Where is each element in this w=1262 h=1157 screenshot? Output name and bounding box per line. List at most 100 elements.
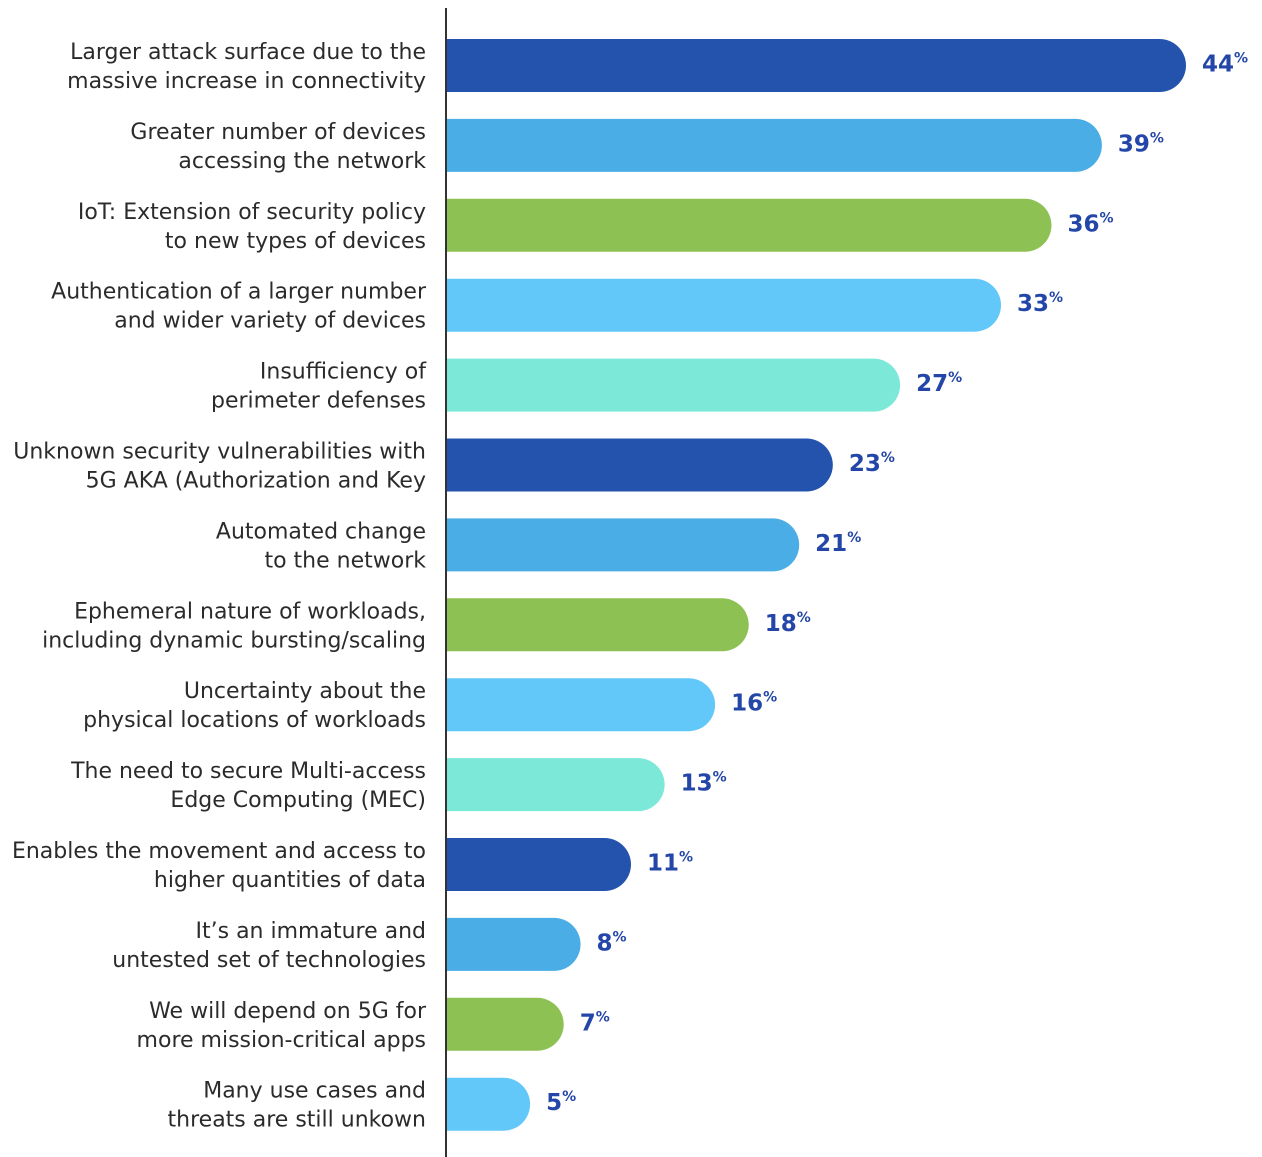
category-label-line: Greater number of devices — [130, 120, 426, 145]
value-label-0: 44% — [1202, 51, 1248, 78]
bar-7 — [446, 598, 749, 652]
value-number: 8 — [597, 930, 613, 956]
category-label-line: The need to secure Multi-access — [70, 759, 426, 784]
category-label-4: Insufficiency of perimeter defenses — [211, 360, 427, 414]
value-label-13: 5% — [546, 1089, 576, 1116]
bar-12 — [446, 997, 564, 1051]
value-label-1: 39% — [1118, 130, 1164, 157]
category-label-3: Authentication of a larger number and wid… — [51, 280, 427, 334]
bars-group — [446, 39, 1186, 1131]
bar-11 — [446, 917, 581, 971]
category-label-9: The need to secure Multi-access Edge Comp… — [70, 759, 426, 813]
bar-13 — [446, 1077, 531, 1131]
category-label-11: It’s an immature and untested set of tech… — [112, 919, 426, 973]
bar-0 — [446, 39, 1186, 92]
category-label-line: Many use cases and — [203, 1079, 426, 1104]
category-label-line: Automated change — [216, 519, 426, 544]
category-label-line: Insufficiency of — [260, 360, 427, 385]
value-percent-sign: % — [713, 770, 727, 786]
value-label-2: 36% — [1067, 210, 1113, 237]
value-percent-sign: % — [948, 370, 962, 386]
category-label-line: threats are still unkown — [168, 1108, 426, 1133]
value-number: 7 — [580, 1010, 596, 1036]
category-label-line: Edge Computing (MEC) — [170, 788, 426, 813]
category-label-line: Enables the movement and access to — [12, 839, 426, 864]
value-percent-sign: % — [679, 850, 693, 866]
bar-2 — [446, 198, 1052, 252]
value-labels-group: 44%39%36%33%27%23%21%18%16%13%11%8%7%5% — [546, 51, 1248, 1117]
bar-5 — [446, 438, 833, 492]
category-label-line: more mission-critical apps — [137, 1028, 426, 1053]
category-label-6: Automated change to the network — [216, 519, 426, 573]
category-label-line: Unknown security vulnerabilities with — [13, 440, 426, 465]
category-label-line: including dynamic bursting/scaling — [42, 628, 426, 653]
value-percent-sign: % — [1234, 51, 1248, 67]
category-label-line: Ephemeral nature of workloads, — [74, 599, 426, 624]
category-labels-group: Larger attack surface due to the massive … — [12, 40, 427, 1133]
value-percent-sign: % — [881, 450, 895, 466]
category-label-line: Uncertainty about the — [184, 679, 426, 704]
category-label-line: We will depend on 5G for — [149, 999, 427, 1024]
category-label-line: accessing the network — [178, 149, 426, 174]
value-percent-sign: % — [763, 690, 777, 706]
category-label-line: physical locations of workloads — [83, 708, 426, 733]
category-label-13: Many use cases and threats are still unko… — [168, 1079, 426, 1133]
bar-8 — [446, 678, 716, 732]
category-label-line: perimeter defenses — [211, 389, 426, 414]
category-label-line: 5G AKA (Authorization and Key — [86, 469, 426, 494]
category-label-line: and wider variety of devices — [114, 309, 426, 334]
value-label-7: 18% — [765, 610, 811, 637]
value-label-3: 33% — [1017, 290, 1063, 317]
category-label-8: Uncertainty about the physical locations … — [83, 679, 426, 733]
value-label-4: 27% — [916, 370, 962, 397]
category-label-5: Unknown security vulnerabilities with 5G … — [13, 440, 426, 494]
value-percent-sign: % — [1099, 210, 1113, 226]
value-percent-sign: % — [797, 610, 811, 626]
category-label-2: IoT: Extension of security policy to new … — [78, 200, 426, 254]
value-label-6: 21% — [815, 530, 861, 557]
bar-9 — [446, 758, 665, 812]
value-label-12: 7% — [580, 1009, 610, 1036]
value-number: 18 — [765, 611, 797, 637]
category-label-line: to the network — [264, 548, 426, 573]
value-label-8: 16% — [731, 690, 777, 717]
value-percent-sign: % — [1150, 130, 1164, 146]
value-number: 44 — [1202, 52, 1234, 78]
category-label-line: higher quantities of data — [154, 868, 426, 893]
category-label-10: Enables the movement and access to higher… — [12, 839, 426, 893]
category-label-line: It’s an immature and — [196, 919, 426, 944]
value-percent-sign: % — [562, 1089, 576, 1105]
category-label-12: We will depend on 5G for more mission-cri… — [137, 999, 427, 1053]
bar-3 — [446, 278, 1002, 332]
value-label-9: 13% — [681, 770, 727, 797]
category-label-7: Ephemeral nature of workloads, including … — [42, 599, 426, 653]
value-number: 33 — [1017, 291, 1049, 317]
category-label-1: Greater number of devices accessing the n… — [130, 120, 426, 174]
bar-4 — [446, 358, 901, 412]
category-label-line: Larger attack surface due to the — [70, 40, 426, 65]
value-number: 11 — [647, 851, 679, 877]
value-label-5: 23% — [849, 450, 895, 477]
value-percent-sign: % — [847, 530, 861, 546]
bar-6 — [446, 518, 800, 572]
bar-1 — [446, 118, 1102, 172]
bar-10 — [446, 838, 631, 891]
value-number: 39 — [1118, 131, 1150, 157]
value-percent-sign: % — [613, 929, 627, 945]
value-label-10: 11% — [647, 850, 693, 877]
category-label-line: untested set of technologies — [112, 948, 426, 973]
value-number: 5 — [546, 1090, 562, 1116]
category-label-0: Larger attack surface due to the massive … — [67, 40, 426, 94]
value-number: 13 — [681, 771, 713, 797]
value-percent-sign: % — [1049, 290, 1063, 306]
category-label-line: Authentication of a larger number — [51, 280, 427, 305]
value-percent-sign: % — [596, 1009, 610, 1025]
category-label-line: IoT: Extension of security policy — [78, 200, 426, 225]
value-number: 27 — [916, 371, 948, 397]
category-label-line: to new types of devices — [165, 229, 426, 254]
value-number: 21 — [815, 531, 847, 557]
category-label-line: massive increase in connectivity — [67, 69, 426, 94]
value-number: 16 — [731, 691, 763, 717]
value-number: 36 — [1067, 211, 1099, 237]
